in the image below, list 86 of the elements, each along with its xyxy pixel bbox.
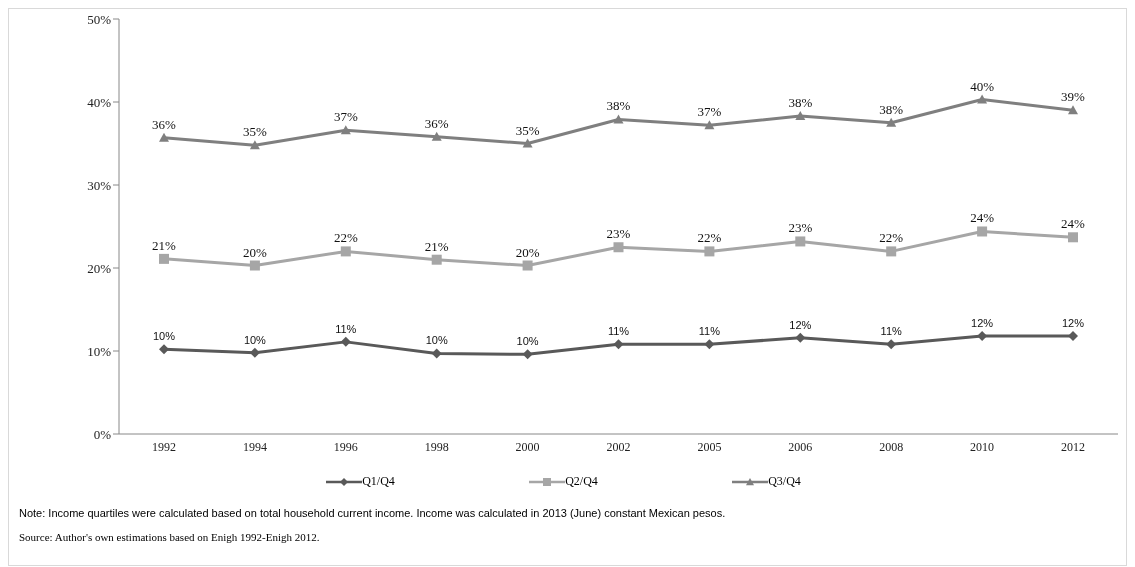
point (431, 254, 442, 265)
y-tick-label: 0% (93, 426, 112, 442)
x-tick-label: 2012 (1061, 439, 1085, 454)
data-label: 37% (333, 109, 358, 125)
data-label: 11% (880, 325, 903, 338)
data-label: 20% (242, 244, 267, 260)
x-tick-label: 2010 (970, 439, 995, 454)
data-label: 10% (243, 333, 267, 346)
x-tick-label: 1994 (242, 439, 267, 454)
data-label: 12% (971, 317, 994, 330)
data-label: 10% (516, 335, 539, 348)
y-tick-label: 30% (87, 177, 112, 193)
point (249, 140, 260, 150)
data-label: 22% (333, 230, 358, 246)
point (159, 344, 169, 355)
x-tick-label: 1996 (333, 439, 358, 454)
data-label: 11% (335, 322, 357, 335)
point (340, 125, 351, 135)
x-tick-label: 2002 (606, 439, 631, 454)
data-label: 12% (789, 318, 812, 331)
data-label: 40% (970, 78, 995, 94)
point (886, 339, 897, 350)
data-label: 22% (879, 230, 904, 246)
point (795, 111, 806, 121)
x-tick-label: 2005 (697, 439, 722, 454)
point (1068, 105, 1078, 115)
y-tick-label: 20% (87, 260, 112, 276)
data-label: 10% (425, 334, 448, 347)
data-label: 21% (424, 238, 449, 254)
point (613, 339, 624, 350)
y-tick-label: 40% (87, 94, 112, 110)
data-label: 11% (698, 325, 721, 338)
y-tick-label: 10% (87, 343, 112, 359)
x-tick-label: 2006 (788, 439, 813, 454)
data-label: 20% (515, 244, 540, 260)
data-label: 35% (515, 122, 540, 138)
point (431, 131, 442, 141)
point (977, 226, 988, 237)
data-label: 36% (424, 115, 449, 131)
x-tick-label: 1998 (424, 439, 449, 454)
data-label: 24% (970, 210, 995, 226)
point (159, 253, 169, 264)
data-label: 38% (606, 98, 631, 114)
data-label: 38% (788, 95, 813, 111)
data-label: 37% (697, 104, 722, 120)
data-label: 36% (152, 116, 177, 132)
data-label: 24% (1061, 216, 1086, 232)
point (613, 114, 624, 124)
data-label: 10% (152, 330, 176, 343)
data-label: 23% (606, 226, 631, 242)
point (795, 332, 806, 343)
y-tick-label: 50% (87, 11, 112, 27)
point (704, 246, 715, 257)
data-label: 11% (607, 325, 630, 338)
point (704, 339, 715, 350)
point (522, 260, 533, 271)
point (613, 242, 624, 253)
data-label: 22% (697, 230, 722, 246)
legend-label: Q3/Q4 (768, 474, 801, 489)
source-note: Source: Author's own estimations based on Enigh 1992-Enigh 2012. (19, 531, 321, 543)
point (159, 132, 169, 142)
point (431, 348, 442, 359)
data-label: 23% (788, 220, 813, 236)
point (1068, 232, 1078, 243)
legend-label: Q2/Q4 (565, 474, 598, 489)
point (886, 246, 897, 257)
point (1068, 331, 1078, 342)
point (795, 236, 806, 247)
point (522, 349, 533, 360)
point (704, 120, 715, 130)
data-label: 38% (879, 101, 904, 117)
point (249, 260, 260, 271)
x-tick-label: 2000 (515, 439, 540, 454)
x-tick-label: 1992 (152, 439, 176, 454)
x-tick-label: 2008 (879, 439, 904, 454)
point (522, 138, 533, 148)
text: Note: Income quartiles were calculated based on total household current income. Income was calculated in 2013 (June) constant Mexican pesos. (19, 507, 727, 519)
legend-label: Q1/Q4 (362, 474, 395, 489)
data-label: 39% (1061, 89, 1086, 105)
data-label: 21% (152, 237, 177, 253)
data-label: 35% (242, 124, 267, 140)
point (977, 94, 988, 104)
point (340, 336, 351, 347)
point (340, 246, 351, 257)
data-label: 12% (1061, 317, 1085, 330)
point (886, 117, 897, 127)
